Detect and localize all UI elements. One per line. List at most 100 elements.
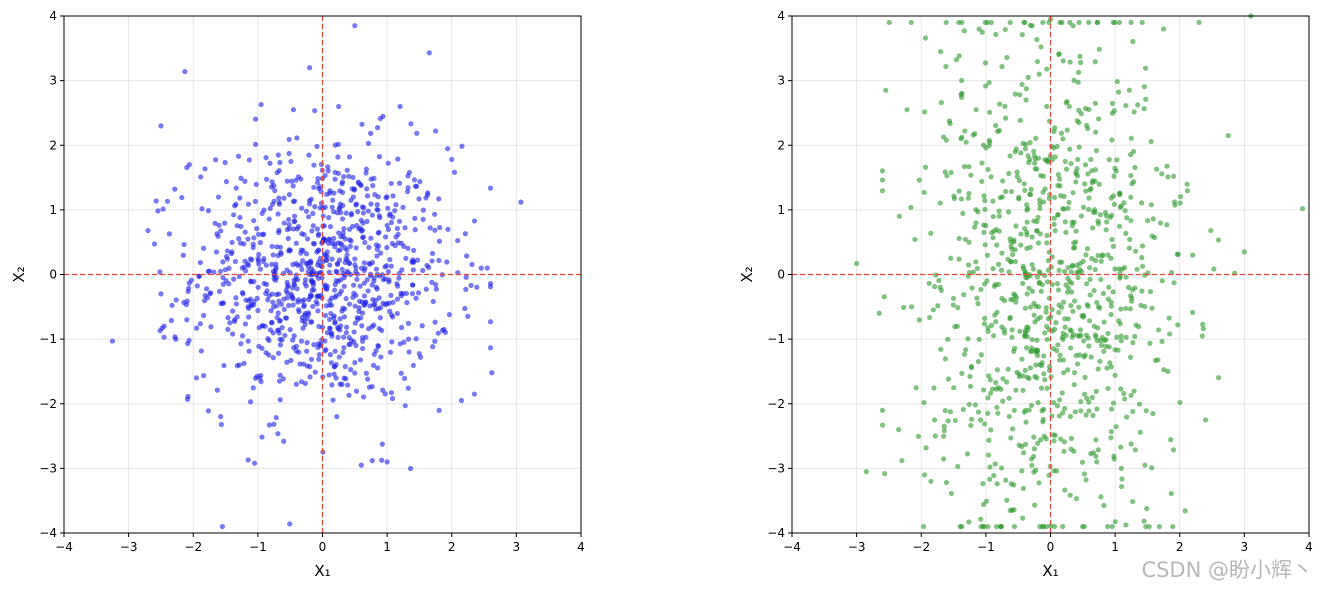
scatter-point — [1182, 508, 1188, 514]
scatter-point — [389, 240, 395, 247]
scatter-point — [1112, 519, 1118, 525]
scatter-point — [346, 392, 352, 398]
scatter-point — [1034, 347, 1041, 353]
scatter-point — [336, 354, 342, 360]
scatter-point — [1098, 258, 1104, 264]
scatter-point — [323, 346, 329, 353]
scatter-point — [1165, 368, 1171, 375]
scatter-point — [331, 371, 337, 377]
scatter-point — [371, 175, 377, 181]
scatter-point — [1045, 257, 1051, 264]
scatter-point — [370, 296, 376, 303]
scatter-point — [995, 384, 1002, 391]
scatter-point — [952, 417, 958, 424]
scatter-point — [335, 278, 341, 284]
scatter-point — [371, 278, 377, 284]
scatter-point — [310, 210, 316, 217]
scatter-point — [284, 178, 290, 184]
scatter-point — [1200, 326, 1206, 332]
scatter-point — [973, 220, 979, 226]
scatter-point — [1087, 276, 1093, 282]
scatter-point — [1093, 129, 1099, 135]
scatter-point — [1020, 387, 1026, 393]
scatter-point — [402, 403, 408, 409]
x-tick-label: −2 — [184, 540, 202, 554]
scatter-point — [1118, 465, 1124, 472]
scatter-point — [202, 293, 208, 299]
scatter-point — [1026, 285, 1032, 291]
scatter-point — [255, 307, 261, 314]
scatter-point — [1086, 318, 1093, 324]
scatter-point — [303, 348, 310, 354]
scatter-point — [269, 179, 275, 185]
scatter-point — [985, 395, 991, 401]
scatter-point — [267, 205, 273, 211]
scatter-point — [398, 293, 404, 299]
scatter-point — [205, 208, 211, 214]
scatter-point — [1139, 243, 1146, 249]
scatter-point — [1031, 446, 1037, 452]
scatter-point — [413, 336, 419, 342]
scatter-point — [194, 283, 200, 289]
scatter-point — [432, 319, 438, 325]
scatter-point — [945, 336, 951, 342]
scatter-point — [359, 323, 365, 329]
scatter-point — [229, 239, 235, 245]
scatter-point — [1070, 308, 1076, 314]
scatter-point — [310, 223, 316, 229]
scatter-point — [886, 19, 892, 26]
scatter-point — [879, 168, 886, 174]
scatter-point — [264, 176, 270, 182]
x-tick-label: 0 — [1047, 540, 1055, 554]
scatter-point — [1075, 270, 1082, 276]
scatter-point — [1035, 400, 1041, 406]
scatter-point — [976, 336, 982, 342]
scatter-point — [1038, 288, 1044, 294]
scatter-point — [993, 319, 999, 325]
scatter-point — [306, 198, 313, 204]
scatter-point — [1093, 148, 1100, 154]
scatter-point — [1017, 117, 1023, 124]
scatter-point — [248, 302, 255, 309]
scatter-point — [1082, 374, 1088, 380]
scatter-point — [347, 243, 353, 249]
scatter-point — [1175, 322, 1181, 328]
scatter-point — [1059, 390, 1065, 396]
scatter-point — [336, 257, 343, 263]
scatter-point — [1114, 78, 1120, 85]
scatter-point — [341, 375, 347, 381]
scatter-point — [1051, 438, 1057, 444]
scatter-point — [1147, 289, 1154, 295]
scatter-point — [1121, 265, 1128, 271]
scatter-point — [430, 298, 436, 305]
scatter-point — [1024, 207, 1030, 213]
scatter-point — [307, 374, 313, 380]
scatter-point — [339, 181, 345, 187]
scatter-point — [338, 323, 344, 329]
scatter-point — [977, 417, 984, 423]
scatter-point — [283, 315, 290, 321]
scatter-point — [1118, 386, 1124, 392]
x-tick-label: −4 — [55, 540, 73, 554]
scatter-point — [348, 337, 355, 343]
scatter-point — [344, 167, 350, 173]
scatter-point — [1118, 333, 1124, 339]
scatter-point — [1148, 138, 1154, 145]
scatter-point — [212, 220, 218, 226]
scatter-point — [315, 275, 322, 281]
scatter-point — [1068, 269, 1074, 275]
scatter-point — [1077, 53, 1083, 59]
scatter-point — [1092, 59, 1098, 65]
scatter-point — [1021, 450, 1027, 456]
scatter-point — [1175, 251, 1181, 257]
scatter-point — [1167, 331, 1173, 337]
scatter-point — [984, 252, 991, 258]
scatter-point — [361, 205, 367, 211]
scatter-point — [1011, 407, 1017, 413]
scatter-point — [985, 325, 991, 331]
scatter-point — [412, 227, 418, 233]
scatter-point — [404, 300, 410, 306]
scatter-point — [331, 235, 337, 241]
scatter-point — [365, 208, 371, 214]
scatter-point — [257, 375, 263, 381]
